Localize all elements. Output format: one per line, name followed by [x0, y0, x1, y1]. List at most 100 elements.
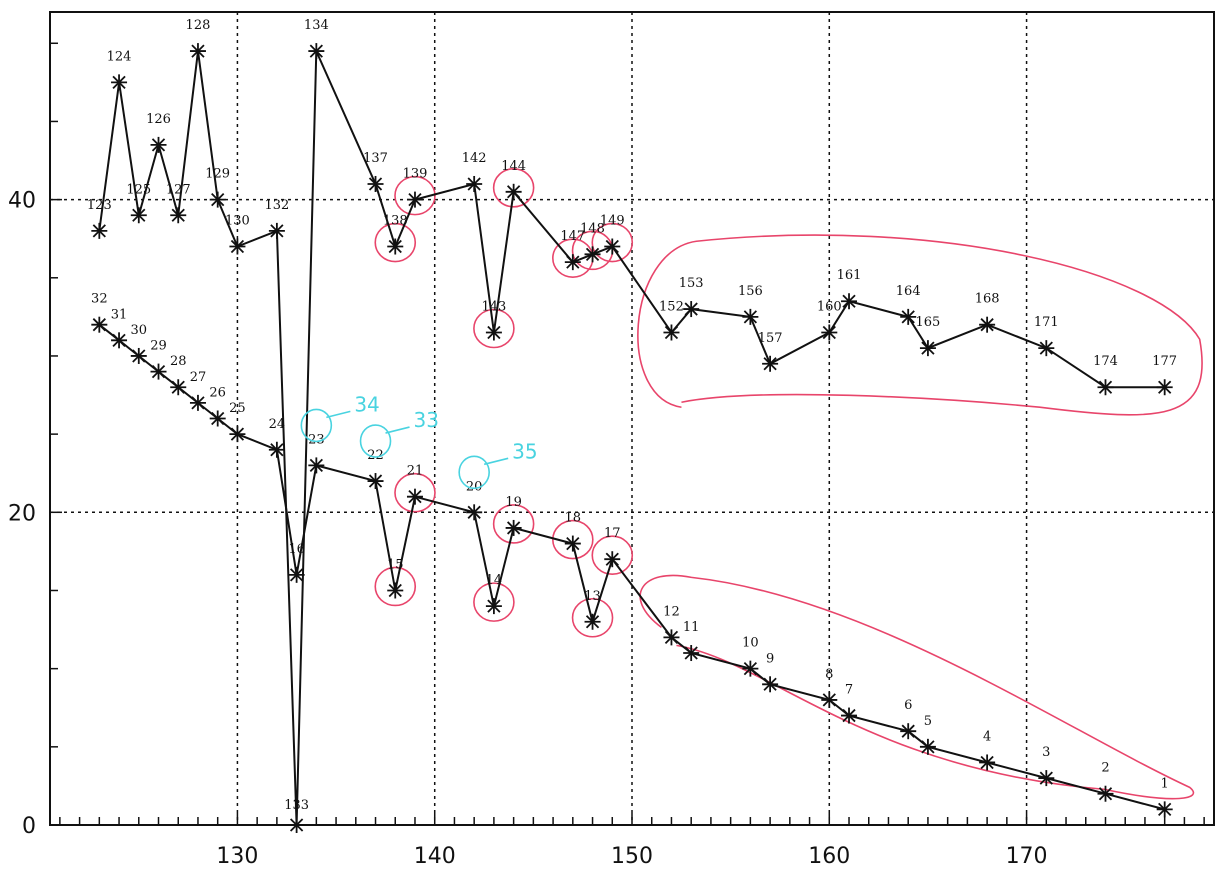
marker-32	[91, 316, 108, 333]
cyan-circle-34	[300, 408, 333, 443]
marker-160	[821, 324, 838, 341]
point-label-30: 30	[131, 323, 148, 338]
marker-4	[979, 754, 996, 771]
marker-2	[1097, 785, 1114, 802]
x-tick-label-160: 160	[808, 844, 850, 869]
marker-27	[189, 394, 206, 411]
point-labels: 1231241251261271281291301321331341371381…	[87, 18, 1177, 813]
marker-20	[466, 504, 483, 521]
point-label-165: 165	[916, 315, 941, 330]
point-label-13: 13	[584, 589, 601, 604]
marker-9	[762, 676, 779, 693]
x-tick-label-150: 150	[611, 844, 653, 869]
pink-annotations	[374, 167, 1203, 800]
point-label-130: 130	[225, 214, 250, 229]
point-label-31: 31	[111, 307, 128, 322]
cyan-note-33: 33	[414, 408, 439, 432]
marker-156	[742, 308, 759, 325]
point-label-17: 17	[604, 526, 621, 541]
point-label-144: 144	[501, 159, 526, 174]
marker-124	[111, 74, 128, 91]
pink-circle-19	[492, 504, 535, 544]
marker-127	[170, 207, 187, 224]
pink-circle-149	[591, 222, 634, 263]
cyan-arrow-35	[483, 457, 509, 466]
point-label-148: 148	[580, 221, 605, 236]
pink-circle-144	[492, 167, 535, 208]
point-label-32: 32	[91, 292, 108, 307]
point-label-138: 138	[383, 214, 408, 229]
point-label-10: 10	[742, 636, 759, 651]
marker-123	[91, 222, 108, 239]
point-label-142: 142	[462, 151, 487, 166]
marker-130	[229, 238, 246, 255]
point-label-22: 22	[367, 448, 384, 463]
pink-circle-18	[552, 519, 594, 560]
point-label-25: 25	[229, 401, 246, 416]
marker-138	[387, 238, 404, 255]
point-label-149: 149	[600, 214, 625, 229]
point-label-129: 129	[205, 167, 230, 182]
point-label-23: 23	[308, 432, 325, 447]
cyan-note-34: 34	[354, 392, 379, 416]
markers	[91, 43, 1173, 833]
point-label-24: 24	[269, 417, 286, 432]
point-label-14: 14	[486, 573, 503, 588]
marker-29	[150, 363, 167, 380]
y-tick-label-20: 20	[8, 501, 36, 526]
point-label-174: 174	[1093, 354, 1118, 369]
pink-circle-21	[394, 472, 436, 513]
point-label-21: 21	[407, 464, 424, 479]
pink-circle-139	[394, 175, 436, 216]
point-label-8: 8	[825, 667, 833, 682]
cyan-circle-35	[458, 455, 490, 490]
point-label-153: 153	[679, 276, 704, 291]
marker-143	[485, 324, 502, 341]
point-label-147: 147	[560, 229, 585, 244]
point-label-168: 168	[975, 292, 1000, 307]
pink-circle-15	[374, 566, 417, 607]
point-label-143: 143	[481, 300, 506, 315]
point-label-15: 15	[387, 557, 404, 572]
pink-circle-13	[571, 597, 614, 638]
point-label-128: 128	[186, 18, 211, 33]
marker-28	[170, 379, 187, 396]
marker-10	[742, 660, 759, 677]
point-label-2: 2	[1101, 761, 1109, 776]
point-label-16: 16	[288, 542, 305, 557]
point-label-132: 132	[264, 198, 289, 213]
marker-148	[584, 246, 601, 263]
point-label-160: 160	[817, 300, 842, 315]
point-label-27: 27	[190, 370, 207, 385]
marker-165	[919, 340, 936, 357]
marker-23	[308, 457, 325, 474]
marker-133	[288, 817, 305, 833]
marker-147	[564, 254, 581, 271]
marker-171	[1038, 340, 1055, 357]
pink-circle-138	[374, 222, 417, 263]
point-label-123: 123	[87, 198, 112, 213]
series-0-line	[98, 50, 1165, 826]
marker-25	[229, 426, 246, 443]
marker-152	[663, 324, 680, 341]
point-label-134: 134	[304, 18, 329, 33]
marker-177	[1156, 379, 1173, 396]
pink-loop-0	[637, 234, 1203, 416]
point-label-18: 18	[565, 511, 582, 526]
marker-6	[900, 723, 917, 740]
pink-circle-17	[591, 535, 634, 576]
x-tick-label-130: 130	[216, 844, 258, 869]
marker-12	[663, 629, 680, 646]
point-label-3: 3	[1042, 745, 1050, 760]
point-label-9: 9	[766, 651, 774, 666]
marker-1	[1156, 801, 1173, 818]
point-label-29: 29	[150, 339, 167, 354]
point-label-164: 164	[896, 284, 921, 299]
marker-168	[979, 316, 996, 333]
marker-30	[130, 347, 147, 364]
pink-circle-143	[473, 308, 515, 349]
point-label-5: 5	[924, 714, 932, 729]
point-label-6: 6	[904, 698, 912, 713]
